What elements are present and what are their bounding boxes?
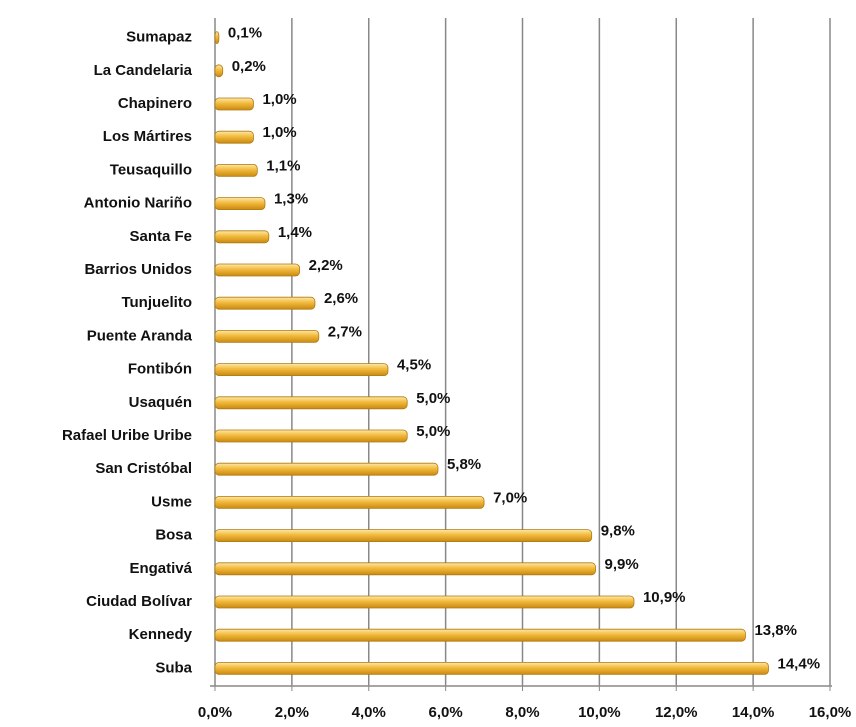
bar [214, 230, 270, 244]
y-tick-label: Bosa [155, 527, 192, 544]
bar [214, 429, 408, 443]
bar [214, 97, 254, 111]
value-label: 5,0% [416, 423, 450, 440]
bar [214, 562, 596, 576]
y-tick-label: Tunjuelito [121, 294, 192, 311]
value-label: 9,8% [601, 523, 635, 540]
value-label: 0,1% [228, 25, 262, 42]
y-tick-label: Teusaquillo [110, 161, 192, 178]
value-label: 14,4% [778, 655, 821, 672]
y-tick-label: Antonio Nariño [84, 195, 192, 212]
y-tick-label: Puente Aranda [87, 327, 193, 344]
bar [214, 130, 254, 144]
bar [214, 495, 485, 509]
value-label: 13,8% [754, 622, 797, 639]
y-tick-label: Chapinero [118, 95, 192, 112]
x-tick-label: 14,0% [732, 704, 775, 721]
bar [214, 396, 408, 410]
y-tick-label: Rafael Uribe Uribe [62, 427, 192, 444]
y-tick-label: Sumapaz [126, 29, 192, 46]
bar [214, 595, 635, 609]
bar [214, 296, 316, 310]
y-tick-label: Fontibón [128, 361, 192, 378]
value-label: 1,1% [266, 157, 300, 174]
value-label: 9,9% [605, 556, 639, 573]
value-label: 1,4% [278, 224, 312, 241]
value-label: 1,3% [274, 191, 308, 208]
x-tick-label: 8,0% [505, 704, 539, 721]
bar [214, 529, 593, 542]
value-label: 1,0% [262, 91, 296, 108]
x-tick-label: 12,0% [655, 704, 698, 721]
bar [214, 31, 220, 45]
value-label: 5,0% [416, 390, 450, 407]
bar [214, 163, 258, 177]
bar [214, 628, 746, 642]
x-tick-label: 4,0% [352, 704, 386, 721]
value-label: 5,8% [447, 456, 481, 473]
bar [214, 662, 769, 675]
value-label: 7,0% [493, 489, 527, 506]
value-label: 2,7% [328, 323, 362, 340]
y-tick-label: Usaquén [129, 394, 192, 411]
y-tick-label: Suba [155, 659, 192, 676]
y-tick-label: La Candelaria [94, 62, 193, 79]
x-tick-label: 10,0% [578, 704, 621, 721]
bar [214, 363, 389, 377]
x-tick-label: 2,0% [275, 704, 309, 721]
y-tick-label: Los Mártires [103, 128, 192, 145]
bar [214, 197, 266, 211]
y-tick-label: Ciudad Bolívar [86, 593, 192, 610]
bar [214, 64, 224, 78]
y-tick-label: Kennedy [129, 626, 193, 643]
x-tick-label: 6,0% [429, 704, 463, 721]
value-label: 2,2% [309, 257, 343, 274]
value-label: 10,9% [643, 589, 686, 606]
y-tick-label: Barrios Unidos [84, 261, 192, 278]
bar [214, 263, 300, 277]
value-label: 2,6% [324, 290, 358, 307]
value-label: 1,0% [262, 124, 296, 141]
bar [214, 329, 320, 343]
bar [214, 462, 439, 476]
x-tick-label: 16,0% [809, 704, 852, 721]
y-tick-label: San Cristóbal [95, 460, 192, 477]
y-tick-label: Usme [151, 493, 192, 510]
y-tick-label: Engativá [129, 560, 192, 577]
x-tick-label: 0,0% [198, 704, 232, 721]
value-label: 4,5% [397, 357, 431, 374]
value-label: 0,2% [232, 58, 266, 75]
y-tick-label: Santa Fe [129, 228, 192, 245]
